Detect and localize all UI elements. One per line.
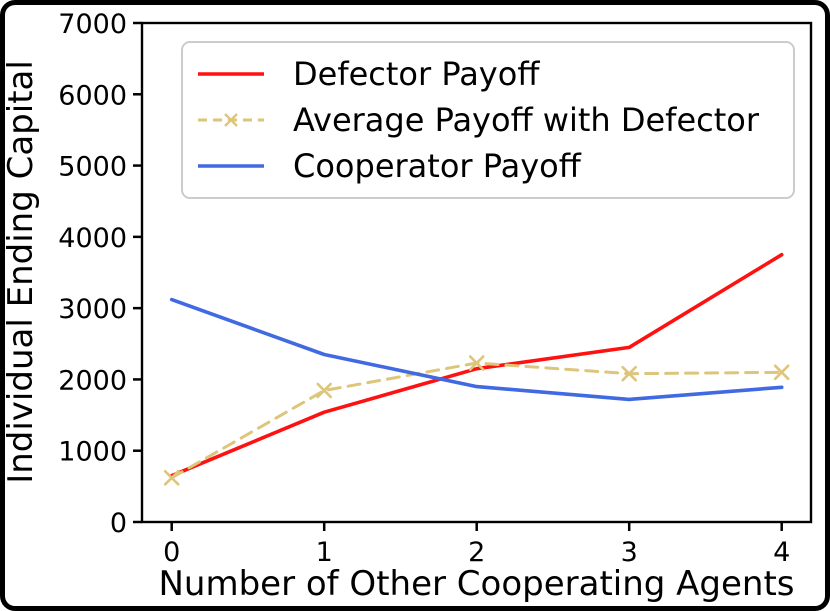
legend-label: Defector Payoff [293,55,540,93]
y-tick-label: 7000 [58,9,127,40]
x-tick-label: 3 [621,537,638,568]
y-tick-label: 5000 [58,152,127,183]
legend-label: Cooperator Payoff [293,147,581,185]
y-tick-label: 6000 [58,80,127,111]
legend-item-defector-payoff: Defector Payoff [183,52,793,96]
x-marker-icon [224,113,238,127]
x-tick-label: 4 [773,537,790,568]
average-payoff-with-defector-line [170,361,784,480]
defector-payoff-line [169,252,784,478]
x-axis-title: Number of Other Cooperating Agents [158,564,795,604]
cooperator-payoff-line [169,297,784,402]
legend: Defector Payoff Average Payoff with Defec… [181,41,795,199]
x-marker [316,382,333,399]
x-marker [773,364,790,381]
y-tick-label: 4000 [58,223,127,254]
dashed-line-swatch-icon [198,113,264,127]
x-tick-label: 2 [468,537,485,568]
y-tick-label: 0 [110,508,127,539]
legend-item-cooperator-payoff: Cooperator Payoff [183,144,793,188]
solid-line-swatch-icon [198,164,264,168]
x-tick-label: 0 [163,537,180,568]
x-marker [163,470,180,486]
legend-item-average-payoff-with-defector: Average Payoff with Defector [183,98,793,142]
y-tick-label: 3000 [58,294,127,325]
y-axis-title: Individual Ending Capital [1,60,41,484]
x-marker [621,365,638,382]
legend-label: Average Payoff with Defector [293,101,759,139]
solid-line-swatch-icon [198,72,264,76]
x-marker [468,355,485,371]
x-tick-label: 1 [316,537,333,568]
plot-frame [140,21,813,524]
y-tick-label: 1000 [58,437,127,468]
y-tick-label: 2000 [58,365,127,396]
